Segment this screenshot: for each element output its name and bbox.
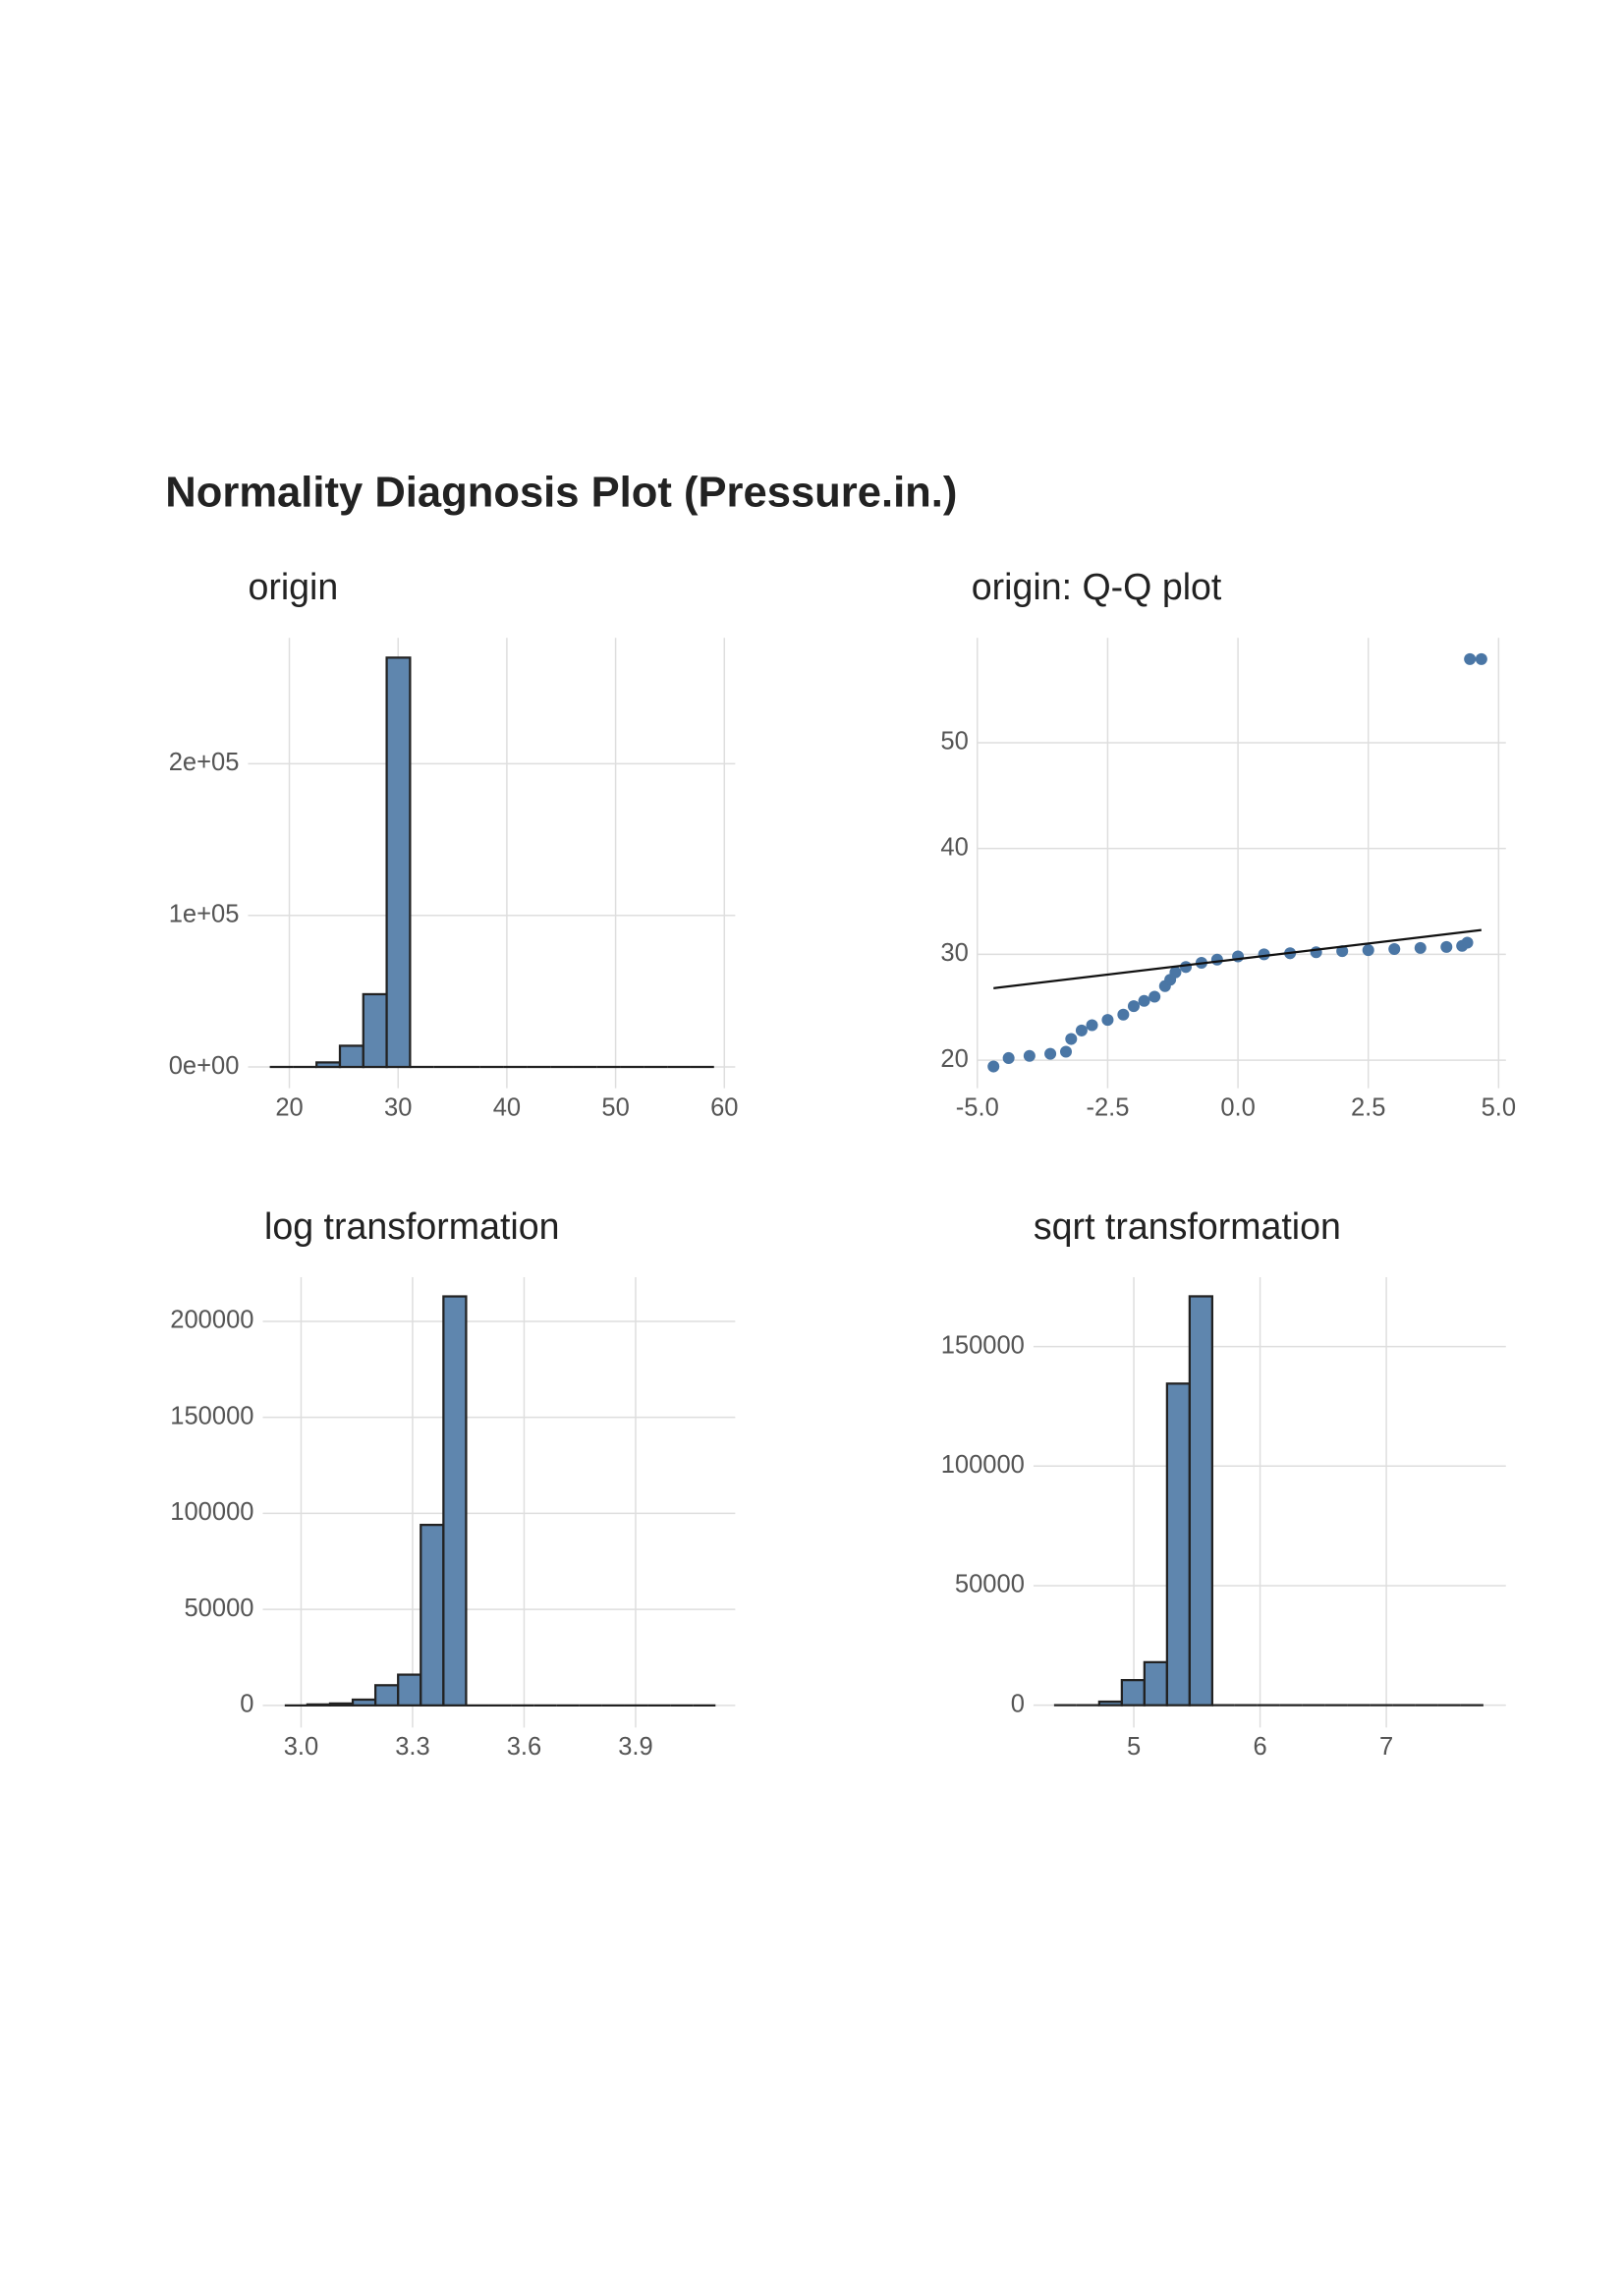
y-tick-label: 150000 [170,1402,253,1429]
qq-point [1127,1000,1140,1013]
bar [1097,1700,1123,1707]
qq-point [1464,652,1477,665]
qq-point [1169,966,1182,979]
y-tick-label: 30 [940,939,968,967]
x-tick-label: 3.6 [507,1733,542,1761]
chart-subtitle: origin [248,566,338,607]
qq-point [1362,944,1374,957]
x-tick-label: -5.0 [956,1093,999,1121]
qq-point [1414,941,1427,954]
figure-title: Normality Diagnosis Plot (Pressure.in.) [165,470,957,517]
x-tick-label: 3.9 [618,1733,653,1761]
y-tick-label: 20 [940,1045,968,1073]
y-tick-label: 1e+05 [169,900,240,927]
x-tick-label: 30 [384,1093,412,1121]
bar [397,1673,422,1707]
qq-point [1044,1047,1057,1060]
y-tick-label: 0e+00 [169,1052,240,1080]
qq-point [1023,1049,1036,1062]
x-tick-label: 60 [710,1093,738,1121]
x-tick-label: 50 [601,1093,629,1121]
qq-point [1059,1045,1073,1058]
bar [351,1698,377,1707]
qq-point [1086,1019,1098,1032]
qq-point [1148,990,1161,1003]
bar [385,656,412,1069]
bar [306,1703,332,1707]
qq-point [1461,936,1474,949]
bar [1143,1660,1168,1707]
chart-subtitle: sqrt transformation [1034,1205,1341,1247]
x-tick-label: 20 [275,1093,303,1121]
qq-reference-line [993,928,1482,989]
x-tick-label: 0.0 [1220,1093,1256,1121]
y-tick-label: 0 [240,1691,253,1718]
qq-point [1310,946,1322,959]
chart-subtitle: log transformation [264,1205,560,1247]
x-tick-label: 7 [1379,1733,1393,1761]
qq-point [1475,652,1487,665]
bar [1188,1295,1214,1707]
qq-point [1440,940,1453,953]
qq-point [1180,961,1193,974]
y-tick-label: 100000 [941,1451,1025,1479]
y-tick-label: 50 [940,728,968,756]
qq-point [1065,1033,1078,1045]
x-tick-label: 6 [1253,1733,1266,1761]
qq-point [1101,1014,1114,1027]
y-tick-label: 100000 [170,1498,253,1526]
bar [1120,1678,1146,1707]
qq-point [1388,942,1401,956]
bar [362,992,388,1069]
y-tick-label: 40 [940,833,968,861]
x-tick-label: 5 [1127,1733,1141,1761]
x-tick-label: 40 [493,1093,521,1121]
chart-subtitle: origin: Q-Q plot [972,566,1222,607]
qq-point [1138,994,1150,1007]
bar [442,1295,468,1707]
qq-point [987,1060,1000,1073]
bar [1165,1382,1191,1707]
y-tick-label: 50000 [955,1571,1025,1598]
x-tick-label: -2.5 [1086,1093,1129,1121]
x-tick-label: 3.0 [284,1733,319,1761]
qq-point [1075,1024,1088,1036]
qq-point [1117,1008,1130,1021]
qq-point [1002,1051,1015,1064]
x-tick-label: 2.5 [1351,1093,1386,1121]
bar [373,1684,400,1707]
qq-point [1336,945,1349,958]
x-tick-label: 5.0 [1482,1093,1517,1121]
x-tick-label: 3.3 [395,1733,430,1761]
y-tick-label: 0 [1011,1690,1025,1717]
qq-point [1210,953,1223,966]
bar [420,1523,445,1707]
y-tick-label: 150000 [941,1331,1025,1359]
y-tick-label: 2e+05 [169,749,240,776]
y-tick-label: 200000 [170,1307,253,1334]
bar [338,1044,364,1069]
bar [315,1061,342,1069]
bar [328,1702,355,1707]
y-tick-label: 50000 [184,1595,253,1622]
